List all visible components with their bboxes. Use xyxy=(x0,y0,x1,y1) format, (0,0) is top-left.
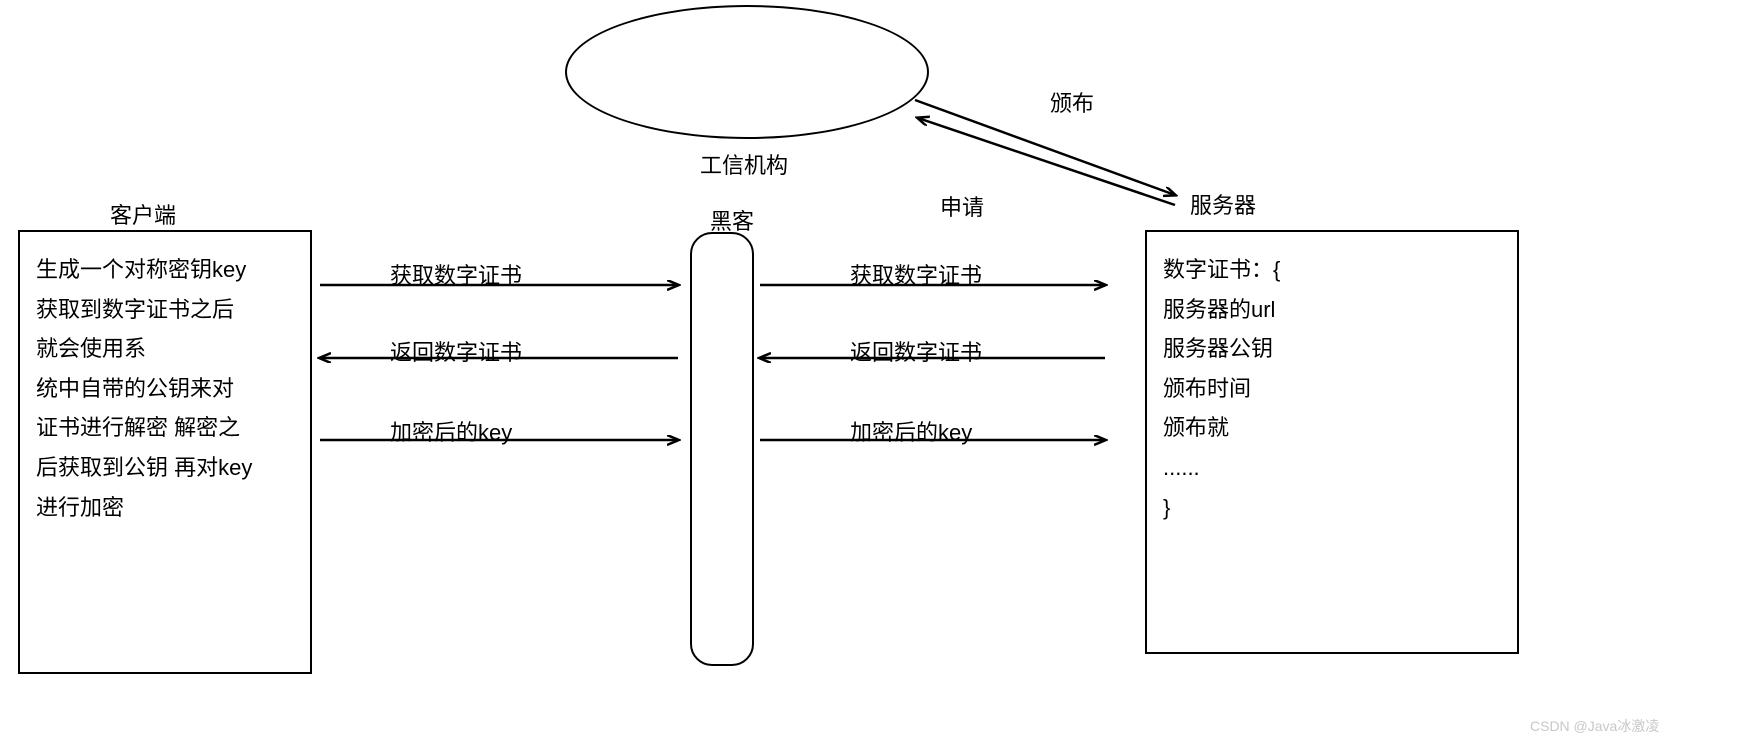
arrow-label: 返回数字证书 xyxy=(390,335,522,367)
arrow-label: 获取数字证书 xyxy=(390,258,522,290)
list-item: 就会使用系 xyxy=(36,329,294,369)
server-text: 数字证书：{ 服务器的url 服务器公钥 颁布时间 颁布就 ...... } xyxy=(1147,232,1517,545)
list-item: 统中自带的公钥来对 xyxy=(36,369,294,409)
watermark: CSDN @Java冰激凌 xyxy=(1530,716,1659,736)
server-box: 数字证书：{ 服务器的url 服务器公钥 颁布时间 颁布就 ...... } xyxy=(1145,230,1519,654)
list-item: 颁布就 xyxy=(1163,408,1501,448)
list-item: 后获取到公钥 再对key xyxy=(36,448,294,488)
authority-ellipse xyxy=(565,5,929,139)
arrow-label: 获取数字证书 xyxy=(850,258,982,290)
list-item: 颁布时间 xyxy=(1163,369,1501,409)
list-item: ...... xyxy=(1163,448,1501,488)
authority-label: 工信机构 xyxy=(700,148,788,180)
apply-label: 申请 xyxy=(940,190,984,222)
list-item: 获取到数字证书之后 xyxy=(36,290,294,330)
client-title: 客户端 xyxy=(110,198,176,230)
client-text: 生成一个对称密钥key 获取到数字证书之后 就会使用系 统中自带的公钥来对 证书… xyxy=(20,232,310,545)
arrow-label: 加密后的key xyxy=(850,415,972,447)
list-item: 生成一个对称密钥key xyxy=(36,250,294,290)
list-item: 数字证书：{ xyxy=(1163,250,1501,290)
server-title: 服务器 xyxy=(1190,188,1256,220)
arrow-label: 加密后的key xyxy=(390,415,512,447)
list-item: 证书进行解密 解密之 xyxy=(36,408,294,448)
list-item: 服务器的url xyxy=(1163,290,1501,330)
list-item: 服务器公钥 xyxy=(1163,329,1501,369)
client-box: 生成一个对称密钥key 获取到数字证书之后 就会使用系 统中自带的公钥来对 证书… xyxy=(18,230,312,674)
list-item: } xyxy=(1163,488,1501,528)
issue-label: 颁布 xyxy=(1050,86,1094,118)
arrow-label: 返回数字证书 xyxy=(850,335,982,367)
list-item: 进行加密 xyxy=(36,488,294,528)
hacker-box xyxy=(690,232,754,666)
issue-arrow xyxy=(915,100,1175,195)
